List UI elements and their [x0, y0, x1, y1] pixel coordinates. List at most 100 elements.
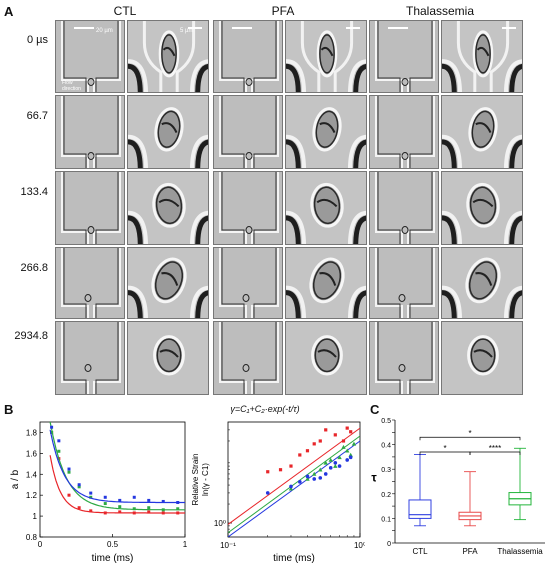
- significance-label: ****: [489, 444, 501, 453]
- y-axis-label: τ: [371, 471, 377, 485]
- category-label: Thalassemia: [497, 547, 543, 556]
- aspect-ratio-plot: 0.8 1 1.2 1.4 1.6 1.8 0 0.5 1 time (ms) a / b: [10, 421, 188, 564]
- data-point: [298, 480, 302, 484]
- data-point: [351, 441, 357, 446]
- ytick-label: 1.8: [26, 428, 38, 437]
- data-point: [324, 428, 328, 432]
- significance-label: *: [443, 444, 446, 453]
- micrograph-zoom: [441, 20, 523, 93]
- data-point: [103, 502, 107, 506]
- data-point: [312, 442, 316, 446]
- data-point: [349, 430, 353, 434]
- x-axis-label: time (ms): [92, 553, 134, 564]
- data-point: [318, 439, 322, 443]
- data-point: [147, 498, 151, 502]
- ytick-label: 0.5: [381, 418, 391, 425]
- micrograph-zoom: [285, 321, 367, 395]
- ytick-label: 1.6: [26, 449, 38, 458]
- micrograph-zoom: [127, 95, 209, 169]
- panel-label-a: A: [4, 4, 14, 19]
- row-time-2: 133.4: [20, 186, 48, 198]
- category-label: CTL: [412, 547, 428, 556]
- data-point: [161, 499, 165, 503]
- micrograph-wide: [55, 247, 125, 319]
- data-point: [289, 464, 293, 468]
- micrograph-zoom: [127, 171, 209, 245]
- category-label: PFA: [462, 547, 478, 556]
- ytick-label: 1.4: [26, 470, 38, 479]
- data-point: [67, 467, 71, 471]
- data-point: [103, 511, 107, 515]
- micrograph-zoom: [127, 247, 209, 319]
- ytick-label: 0.3: [381, 467, 391, 474]
- micrograph-zoom: [285, 20, 367, 93]
- ytick-label: 1.2: [26, 491, 38, 500]
- data-point: [118, 510, 122, 514]
- data-point: [103, 495, 107, 499]
- panel-label-c: C: [370, 402, 380, 417]
- data-point: [312, 477, 317, 481]
- fit-line: [228, 427, 360, 525]
- significance-bracket: [469, 451, 521, 455]
- data-point: [57, 439, 61, 443]
- micrograph-zoom: [285, 171, 367, 245]
- data-point: [341, 439, 346, 443]
- micrograph-zoom: [127, 20, 209, 93]
- micrograph-wide: [213, 95, 283, 169]
- fit-line: [228, 435, 360, 534]
- equation-title: γ=C₁+C₂·exp(-t/τ): [230, 404, 300, 414]
- ytick-label: 0: [387, 541, 391, 548]
- data-point: [337, 464, 342, 468]
- data-point: [333, 463, 338, 468]
- data-point: [67, 493, 71, 497]
- data-point: [77, 506, 81, 510]
- data-point: [312, 471, 317, 476]
- data-point: [288, 486, 294, 491]
- data-point: [118, 505, 122, 509]
- micrograph-wide: [369, 321, 439, 395]
- micrograph-wide: [55, 20, 125, 93]
- data-point: [266, 470, 270, 474]
- data-point: [147, 510, 151, 514]
- scale-label-20um: 20 µm: [96, 28, 113, 34]
- y-axis-label-line1: Relative Strain: [191, 453, 200, 505]
- ytick-label: 0.2: [381, 492, 391, 499]
- data-point: [305, 474, 310, 479]
- fit-line: [228, 440, 360, 537]
- data-point: [345, 426, 349, 430]
- data-point: [67, 470, 71, 474]
- flow-label-line2: direction: [62, 86, 81, 92]
- column-title-pfa: PFA: [271, 4, 295, 18]
- column-title-thalassemia: Thalassemia: [405, 4, 475, 18]
- row-time-4: 2934.8: [14, 330, 48, 342]
- data-point: [89, 495, 93, 499]
- micrograph-wide: [213, 171, 283, 245]
- ytick-label: 1: [33, 512, 38, 521]
- xtick-label: 10⁰: [354, 541, 365, 550]
- xtick-label: 10⁻¹: [220, 541, 236, 550]
- micrograph-zoom: [127, 321, 209, 395]
- data-point: [176, 511, 180, 515]
- micrograph-zoom: [285, 95, 367, 169]
- micrograph-zoom: [441, 321, 523, 395]
- data-point: [305, 476, 310, 481]
- micrograph-wide: [369, 247, 439, 319]
- micrograph-wide: [55, 95, 125, 169]
- data-point: [132, 495, 136, 499]
- data-point: [337, 455, 342, 460]
- x-axis-label: time (ms): [273, 553, 315, 564]
- micrograph-zoom: [441, 171, 523, 245]
- data-point: [341, 444, 346, 449]
- row-time-0: 0 µs: [26, 34, 48, 46]
- ytick-label: 0.4: [381, 443, 391, 450]
- flow-direction-label: Flow direction: [62, 80, 81, 92]
- micrograph-wide: [369, 20, 439, 93]
- micrograph-wide: [55, 171, 125, 245]
- data-point: [289, 484, 293, 489]
- panel-label-b: B: [4, 402, 14, 417]
- micrograph-wide: [369, 171, 439, 245]
- data-point: [318, 476, 323, 480]
- micrograph-wide: [369, 95, 439, 169]
- data-point: [132, 507, 136, 511]
